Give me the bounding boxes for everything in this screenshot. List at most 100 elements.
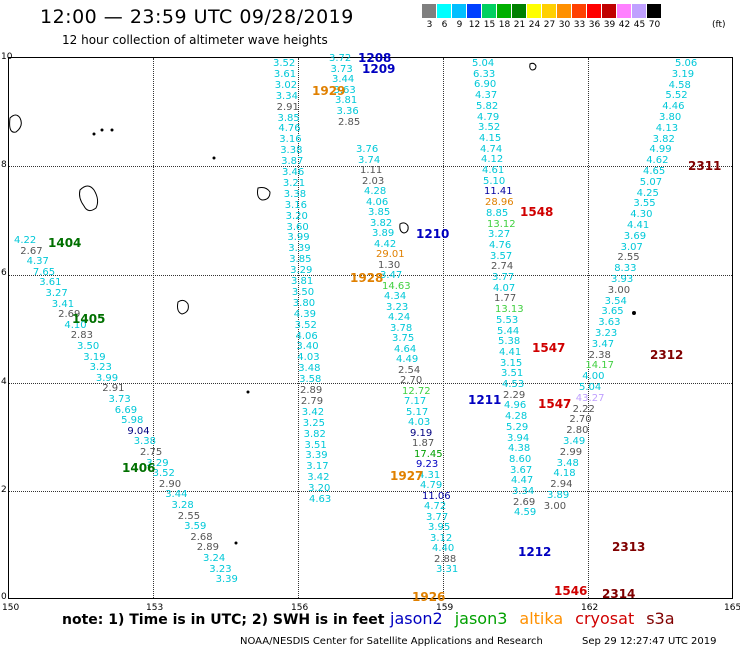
- wave-height-value: 4.79: [477, 111, 500, 123]
- grid-line-lat-6: [9, 275, 732, 276]
- wave-height-value: 3.20: [285, 210, 308, 222]
- wave-height-value: 13.13: [495, 304, 524, 316]
- wave-height-value: 4.12: [481, 154, 504, 166]
- wave-height-value: 4.41: [499, 346, 522, 358]
- wave-height-value: 3.67: [510, 464, 533, 476]
- wave-height-value: 43.27: [575, 392, 605, 404]
- scale-swatch: 6: [437, 4, 452, 30]
- grid-line-lon-162: [588, 58, 589, 598]
- wave-height-value: 4.96: [504, 400, 527, 412]
- scale-value: 39: [603, 20, 616, 30]
- wave-height-value: 3.21: [282, 177, 306, 189]
- scale-swatch: 15: [482, 4, 497, 30]
- wave-height-value: 3.81: [335, 95, 358, 107]
- wave-height-value: 3.55: [633, 198, 656, 210]
- wave-height-value: 5.06: [675, 58, 698, 69]
- x-tick-label: 165: [724, 603, 740, 613]
- x-tick-label: 159: [436, 603, 454, 613]
- wave-height-value: 5.17: [406, 406, 429, 418]
- wave-height-value: 4.24: [388, 312, 411, 323]
- map-title: 12:00 — 23:59 UTC 09/28/2019: [40, 6, 354, 28]
- wave-height-value: 14.17: [585, 360, 615, 372]
- wave-height-value: 1.11: [360, 165, 383, 176]
- wave-height-value: 8.85: [486, 207, 509, 219]
- wave-height-value: 3.16: [279, 134, 302, 146]
- color-scale-legend: 3 6 9 12 15 18 21 24 27 30 33 36 39 42 45 70: [422, 4, 662, 30]
- wave-height-value: 4.13: [655, 122, 679, 134]
- color-scale-unit: (ft): [712, 20, 726, 30]
- wave-height-value: 5.82: [476, 100, 499, 112]
- pass-number-label: 1546: [554, 584, 588, 598]
- wave-height-value: 2.79: [300, 395, 324, 407]
- wave-height-value: 2.91: [276, 101, 299, 113]
- wave-height-value: 5.10: [483, 175, 506, 187]
- wave-height-value: 2.70: [400, 375, 423, 386]
- wave-height-value: 3.07: [620, 241, 643, 253]
- wave-height-value: 3.59: [184, 521, 207, 533]
- wave-height-value: 3.23: [209, 563, 232, 575]
- scale-swatch: 42: [617, 4, 632, 30]
- wave-height-value: 3.16: [284, 199, 307, 211]
- y-tick-label: 0: [1, 592, 7, 602]
- wave-height-value: 5.04: [579, 382, 602, 393]
- wave-height-value: 3.44: [332, 74, 355, 86]
- wave-height-value: 3.60: [286, 221, 309, 233]
- wave-height-value: 4.18: [553, 468, 576, 480]
- scale-swatch: 39: [602, 4, 617, 30]
- scale-value: 9: [456, 20, 463, 30]
- wave-height-value: 3.47: [591, 338, 615, 350]
- wave-height-value: 1.87: [412, 438, 435, 449]
- scale-value: 18: [498, 20, 511, 30]
- wave-height-value: 4.47: [511, 475, 534, 487]
- wave-height-value: 4.99: [649, 144, 672, 156]
- wave-height-value: 3.99: [95, 372, 119, 384]
- pass-number-label: 1927: [390, 469, 424, 483]
- wave-height-value: 3.85: [289, 254, 312, 266]
- wave-height-value: 4.74: [480, 143, 503, 155]
- wave-height-value: 2.83: [70, 330, 93, 342]
- wave-height-value: 3.20: [308, 483, 331, 495]
- wave-height-value: 3.87: [281, 156, 304, 168]
- wave-height-value: 2.67: [20, 245, 43, 257]
- wave-height-value: 3.77: [492, 272, 515, 283]
- scale-value: 15: [483, 20, 496, 30]
- wave-height-value: 3.38: [283, 188, 307, 200]
- wave-height-value: 5.98: [121, 415, 144, 427]
- wave-height-value: 3.76: [356, 144, 379, 155]
- wave-height-value: 6.33: [473, 68, 496, 80]
- wave-height-value: 3.89: [372, 228, 395, 239]
- wave-height-value: 5.44: [497, 325, 520, 337]
- wave-height-value: 3.57: [490, 250, 513, 262]
- wave-height-value: 3.00: [607, 284, 631, 296]
- pass-number-label: 2314: [602, 587, 636, 601]
- wave-height-value: 3.46: [282, 167, 305, 178]
- wave-height-value: 2.29: [503, 389, 526, 401]
- wave-height-value: 3.51: [501, 368, 524, 380]
- wave-height-value: 4.61: [482, 165, 505, 176]
- scale-swatch: 3: [422, 4, 437, 30]
- wave-height-value: 4.37: [475, 90, 498, 102]
- wave-height-value: 2.74: [491, 261, 514, 273]
- wave-height-value: 3.42: [307, 472, 330, 484]
- scale-swatch: 27: [542, 4, 557, 30]
- wave-height-value: 3.85: [368, 207, 391, 218]
- wave-height-value: 3.39: [288, 243, 311, 255]
- wave-height-value: 1.30: [378, 259, 401, 271]
- wave-height-value: 3.25: [302, 417, 325, 429]
- pass-number-label: 1404: [48, 236, 82, 250]
- scale-swatch: 12: [467, 4, 482, 30]
- wave-height-value: 4.72: [424, 501, 447, 512]
- footnote: note: 1) Time is in UTC; 2) SWH is in fe…: [62, 612, 385, 628]
- scale-value: 42: [618, 20, 631, 30]
- wave-height-value: 4.30: [630, 209, 653, 221]
- wave-height-value: 2.99: [559, 446, 583, 458]
- wave-height-value: 3.02: [274, 79, 298, 91]
- wave-height-value: 4.79: [420, 480, 443, 491]
- wave-height-value: 3.72: [329, 53, 352, 64]
- pass-number-label: 1212: [518, 545, 552, 559]
- wave-height-value: 4.06: [295, 330, 318, 342]
- wave-height-value: 3.58: [299, 374, 322, 386]
- wave-height-value: 4.49: [396, 354, 419, 365]
- wave-height-value: 3.65: [601, 306, 624, 318]
